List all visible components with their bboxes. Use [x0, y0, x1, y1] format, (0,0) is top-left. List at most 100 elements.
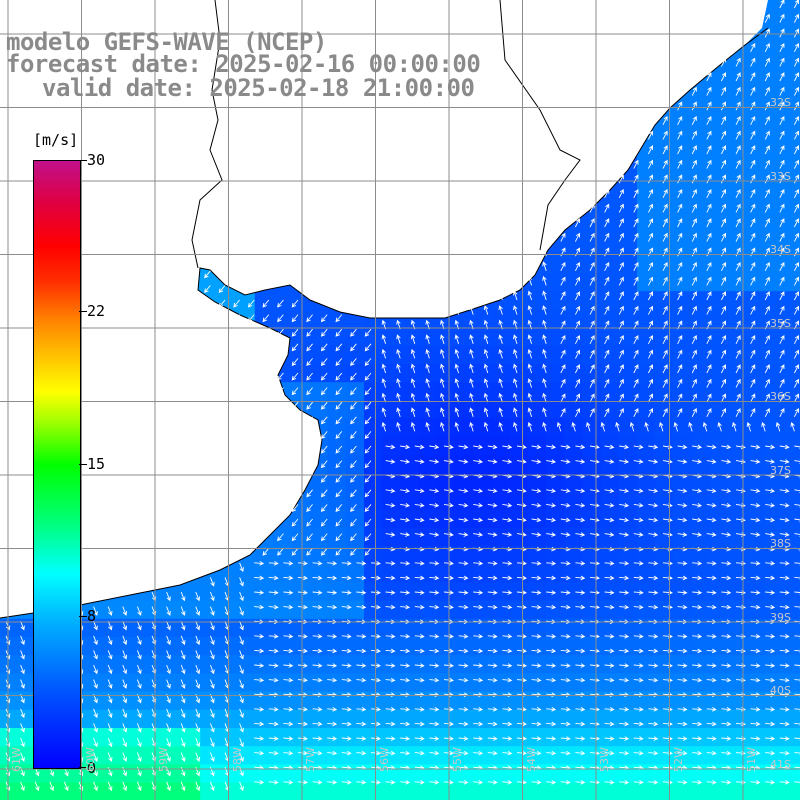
wind-arrow — [233, 314, 240, 323]
wind-arrow — [254, 707, 265, 712]
wind-arrow — [385, 736, 396, 741]
lat-label: 38S — [770, 537, 791, 550]
wind-arrow — [320, 431, 328, 440]
wind-arrow — [502, 736, 513, 741]
wind-arrow — [619, 721, 630, 727]
lat-label: 41S — [770, 758, 791, 771]
wind-arrow — [692, 561, 703, 566]
wind-arrow — [692, 648, 703, 654]
wind-arrow — [692, 444, 703, 450]
wind-arrow — [633, 750, 644, 756]
wind-arrow — [765, 488, 776, 494]
wind-arrow — [706, 575, 717, 581]
wind-arrow — [454, 305, 460, 315]
wind-arrow — [575, 532, 586, 537]
wind-arrow — [400, 561, 411, 566]
wind-arrow — [633, 721, 644, 727]
wind-arrow — [618, 203, 624, 213]
wind-arrow — [516, 648, 527, 654]
wind-arrow — [604, 561, 615, 566]
wind-arrow — [312, 604, 323, 610]
wind-arrow — [335, 460, 343, 469]
wind-arrow — [735, 218, 741, 228]
wind-arrow — [487, 721, 498, 727]
wind-arrow — [560, 444, 571, 450]
wind-arrow — [604, 188, 610, 199]
wind-arrow — [779, 349, 785, 359]
wind-arrow — [556, 421, 562, 432]
wind-arrow — [793, 334, 800, 345]
wind-arrow — [604, 364, 610, 374]
wind-arrow — [765, 750, 776, 756]
wind-arrow — [385, 488, 396, 494]
wind-arrow — [107, 723, 113, 733]
wind-arrow — [633, 378, 639, 388]
wind-arrow — [648, 604, 659, 610]
wind-arrow — [20, 752, 25, 762]
wind-arrow — [779, 305, 785, 315]
wind-arrow — [20, 650, 25, 660]
wind-arrow — [93, 679, 98, 689]
wind-arrow — [341, 663, 352, 668]
wind-arrow — [765, 503, 776, 508]
wind-arrow — [440, 421, 445, 432]
wind-arrow — [414, 604, 425, 610]
wind-arrow — [735, 334, 741, 345]
wind-arrow — [604, 488, 615, 494]
wind-arrow — [268, 648, 279, 654]
wind-arrow — [706, 349, 712, 359]
wind-arrow — [546, 648, 557, 654]
wind-arrow — [647, 393, 654, 403]
wind-arrow — [516, 561, 527, 566]
wind-arrow — [320, 343, 328, 352]
wind-arrow — [218, 299, 226, 308]
wind-arrow — [335, 533, 343, 542]
wind-arrow — [414, 634, 425, 639]
wind-arrow — [262, 299, 270, 308]
wind-arrow — [633, 517, 644, 523]
lon-label: 61W — [10, 747, 23, 772]
wind-arrow — [195, 664, 201, 675]
wind-arrow — [779, 291, 785, 301]
wind-arrow — [589, 707, 600, 712]
wind-arrow — [677, 349, 683, 359]
wind-arrow — [706, 115, 712, 126]
wind-arrow — [136, 606, 142, 616]
wind-arrow — [473, 780, 484, 785]
wind-arrow — [356, 634, 367, 639]
wind-arrow — [648, 459, 659, 464]
wind-arrow — [764, 261, 770, 272]
wind-arrow — [483, 334, 489, 344]
wind-arrow — [677, 174, 683, 184]
wind-arrow — [320, 314, 328, 323]
wind-arrow — [779, 378, 785, 388]
wind-arrow — [291, 358, 299, 367]
wind-arrow — [312, 663, 323, 668]
wind-arrow — [546, 444, 557, 450]
wind-arrow — [502, 721, 513, 727]
wind-arrow — [473, 721, 484, 727]
wind-arrow — [443, 459, 454, 464]
wind-arrow — [498, 407, 503, 417]
wind-arrow — [633, 407, 639, 418]
wind-arrow — [341, 707, 352, 712]
wind-arrow — [400, 590, 411, 595]
wind-arrow — [604, 604, 615, 610]
wind-arrow — [604, 780, 615, 785]
wind-arrow — [502, 707, 513, 712]
wind-arrow — [513, 421, 518, 432]
wind-arrow — [335, 387, 343, 396]
wind-arrow — [618, 393, 624, 403]
wind-arrow — [633, 203, 639, 213]
wind-arrow — [764, 145, 770, 155]
wind-arrow — [254, 677, 265, 683]
wind-arrow — [136, 752, 142, 762]
wind-arrow — [136, 650, 142, 660]
wind-arrow — [794, 561, 800, 566]
wind-arrow — [793, 57, 800, 67]
wind-arrow — [180, 679, 186, 689]
wind-arrow — [254, 721, 265, 727]
wind-arrow — [291, 299, 299, 308]
wind-arrow — [531, 517, 542, 523]
wind-arrow — [720, 159, 727, 169]
